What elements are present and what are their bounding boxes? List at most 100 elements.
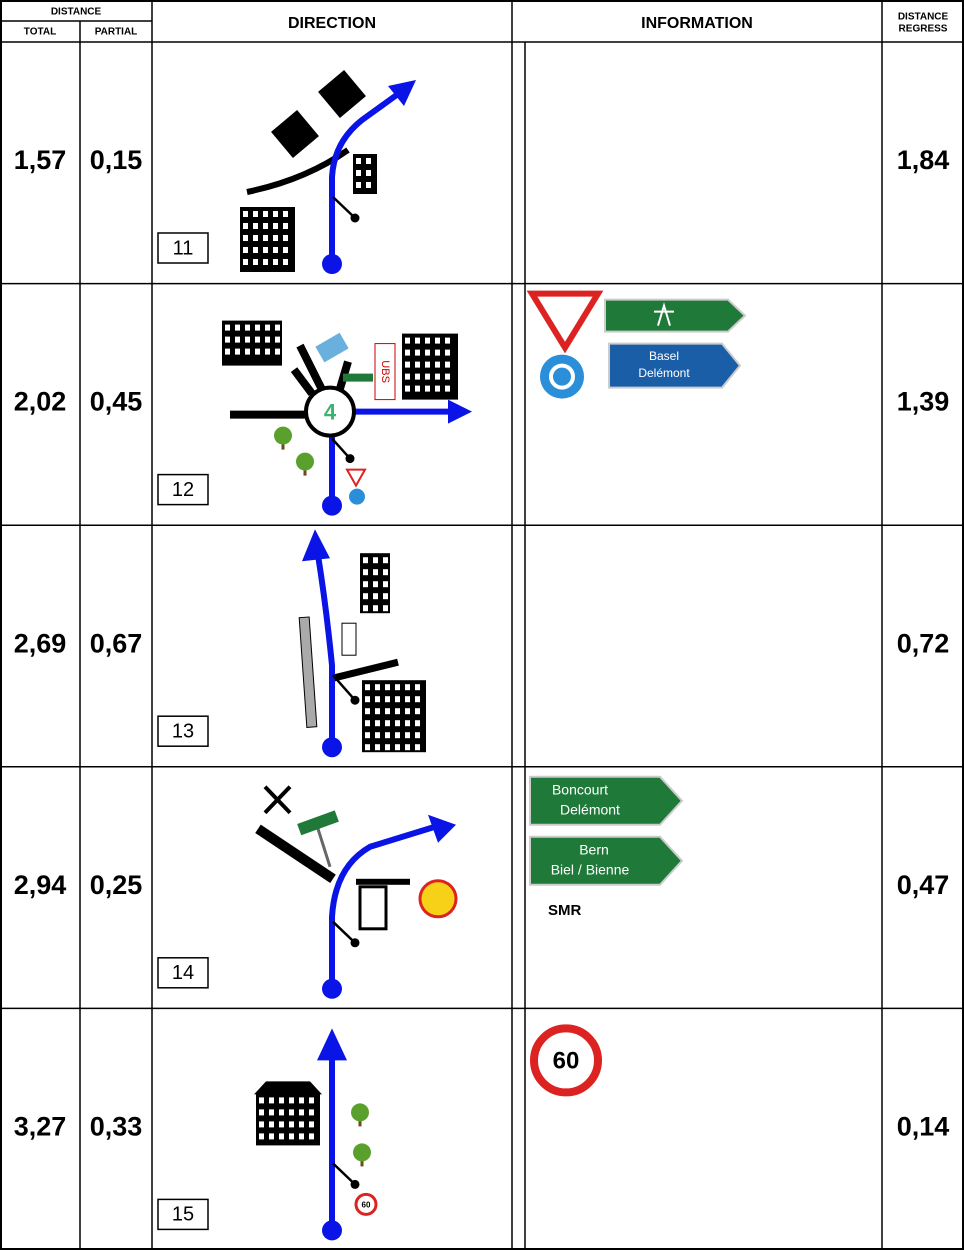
window [385, 744, 390, 751]
window [253, 223, 258, 229]
window [435, 385, 440, 392]
window [273, 211, 278, 217]
label: 13 [172, 720, 194, 742]
window [263, 235, 268, 241]
label: Delémont [560, 802, 620, 818]
step-box [157, 957, 209, 989]
window [299, 1109, 304, 1116]
label: UBS [379, 360, 391, 383]
window [356, 170, 361, 176]
window [273, 223, 278, 229]
window [289, 1121, 294, 1128]
window [383, 569, 388, 576]
window [235, 348, 240, 355]
window [395, 696, 400, 703]
route [315, 554, 335, 748]
stub-dot [350, 938, 360, 948]
tree [351, 1103, 369, 1122]
window [263, 223, 268, 229]
roundabout [304, 385, 356, 438]
motorway-icon [654, 302, 674, 326]
roundabout-sign [540, 354, 584, 399]
window [265, 324, 270, 331]
window [263, 247, 268, 253]
road [296, 343, 326, 392]
label: 15 [172, 1204, 194, 1226]
window [225, 348, 230, 355]
window [269, 1097, 274, 1104]
window [235, 336, 240, 343]
label: 0,33 [90, 1112, 143, 1142]
window [383, 605, 388, 612]
label: 1,84 [897, 145, 950, 175]
window [309, 1109, 314, 1116]
window [243, 247, 248, 253]
window [273, 247, 278, 253]
window [365, 720, 370, 727]
window [435, 361, 440, 368]
window [283, 247, 288, 253]
route-start [322, 495, 342, 516]
window [243, 223, 248, 229]
window [385, 732, 390, 739]
window [373, 569, 378, 576]
direction-sign [608, 342, 742, 389]
window [366, 158, 371, 164]
window [425, 361, 430, 368]
fuel [358, 885, 388, 931]
signpost [316, 828, 332, 868]
window [425, 373, 430, 380]
window [415, 732, 420, 739]
direction-sign [529, 775, 684, 826]
window [415, 373, 420, 380]
window [269, 1109, 274, 1116]
window [385, 720, 390, 727]
label: 60 [362, 1201, 371, 1210]
label: 11 [173, 237, 194, 259]
window [383, 593, 388, 600]
direction-sign [604, 298, 747, 333]
step-box [157, 715, 209, 747]
window [253, 247, 258, 253]
route-arrow [302, 529, 330, 562]
label: 1,39 [897, 387, 950, 417]
label: Biel / Bienne [551, 862, 630, 878]
window [415, 349, 420, 356]
label: 0,14 [897, 1112, 950, 1142]
window [405, 373, 410, 380]
window [445, 349, 450, 356]
window [269, 1133, 274, 1140]
window [415, 720, 420, 727]
window [365, 696, 370, 703]
roundabout-ring [549, 363, 575, 390]
window [435, 337, 440, 344]
roundabout-small [349, 488, 365, 505]
window [375, 696, 380, 703]
label: 14 [172, 962, 194, 984]
header: INFORMATION [641, 15, 753, 32]
window [415, 696, 420, 703]
window [375, 708, 380, 715]
route-start [322, 254, 342, 274]
building [271, 110, 319, 158]
yield-sign [526, 290, 604, 354]
window [405, 361, 410, 368]
label: 60 [553, 1048, 580, 1075]
building [318, 70, 366, 118]
window [405, 732, 410, 739]
window [299, 1121, 304, 1128]
tree [274, 426, 292, 445]
bank [374, 343, 396, 401]
label: 1,57 [14, 145, 67, 175]
label: 12 [172, 479, 194, 501]
window [255, 324, 260, 331]
stub-dot [345, 454, 355, 464]
route-arrow [388, 80, 416, 106]
window [395, 684, 400, 691]
window [279, 1097, 284, 1104]
window [415, 361, 420, 368]
label: 0,45 [90, 387, 143, 417]
route-arrow [428, 814, 456, 843]
label: 0,72 [897, 628, 950, 658]
